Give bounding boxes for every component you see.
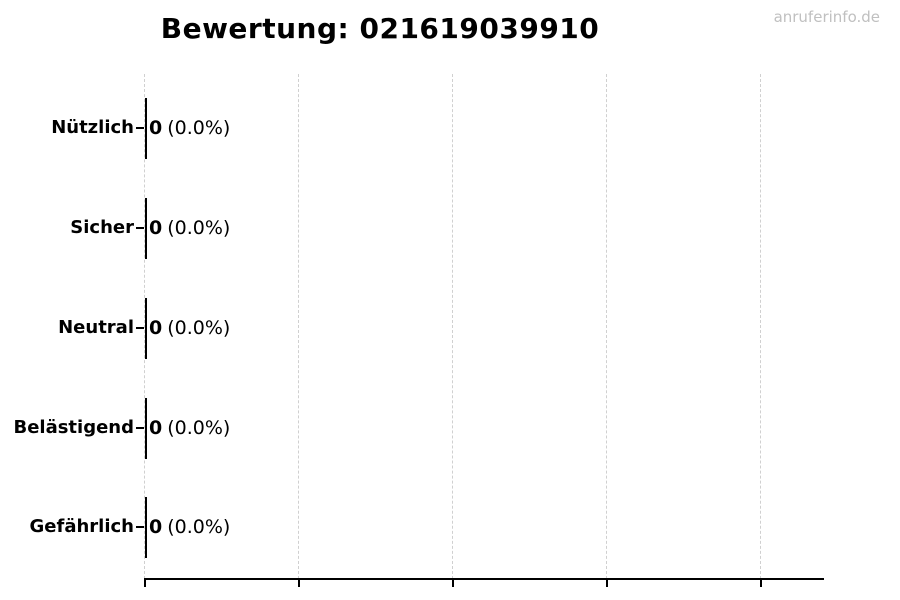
value-label: 0 (0.0%) [149, 113, 230, 143]
value-number: 0 [149, 117, 163, 139]
x-axis-tick [606, 580, 608, 587]
category-label: Nützlich [51, 117, 134, 138]
x-axis-tick [760, 580, 762, 587]
gridline [760, 74, 761, 579]
value-label: 0 (0.0%) [149, 213, 230, 243]
x-axis-line [144, 578, 824, 580]
value-percent: (0.0%) [167, 217, 231, 239]
y-axis-tick [136, 327, 144, 329]
y-axis-tick [136, 427, 144, 429]
watermark: anruferinfo.de [773, 8, 880, 26]
value-percent: (0.0%) [167, 317, 231, 339]
value-label: 0 (0.0%) [149, 413, 230, 443]
zero-value-bar [145, 298, 147, 359]
gridline [144, 74, 145, 579]
y-axis-tick [136, 526, 144, 528]
x-axis-tick [144, 580, 146, 587]
chart-title: Bewertung: 021619039910 [160, 12, 600, 45]
value-label: 0 (0.0%) [149, 512, 230, 542]
zero-value-bar [145, 198, 147, 259]
y-axis-tick [136, 227, 144, 229]
category-label: Belästigend [13, 417, 134, 438]
bar-row: Neutral 0 (0.0%) [0, 298, 900, 359]
bar-row: Sicher 0 (0.0%) [0, 198, 900, 259]
value-percent: (0.0%) [167, 417, 231, 439]
category-label: Sicher [70, 217, 134, 238]
bar-row: Gefährlich 0 (0.0%) [0, 497, 900, 558]
value-number: 0 [149, 217, 163, 239]
x-axis-tick [298, 580, 300, 587]
gridline [298, 74, 299, 579]
zero-value-bar [145, 398, 147, 459]
value-number: 0 [149, 317, 163, 339]
value-label: 0 (0.0%) [149, 313, 230, 343]
category-label: Neutral [58, 317, 134, 338]
value-number: 0 [149, 417, 163, 439]
value-percent: (0.0%) [167, 516, 231, 538]
gridline [606, 74, 607, 579]
bar-row: Nützlich 0 (0.0%) [0, 98, 900, 159]
category-label: Gefährlich [29, 516, 134, 537]
value-percent: (0.0%) [167, 117, 231, 139]
gridline [452, 74, 453, 579]
bar-row: Belästigend 0 (0.0%) [0, 398, 900, 459]
y-axis-tick [136, 127, 144, 129]
value-number: 0 [149, 516, 163, 538]
zero-value-bar [145, 497, 147, 558]
zero-value-bar [145, 98, 147, 159]
x-axis-tick [452, 580, 454, 587]
